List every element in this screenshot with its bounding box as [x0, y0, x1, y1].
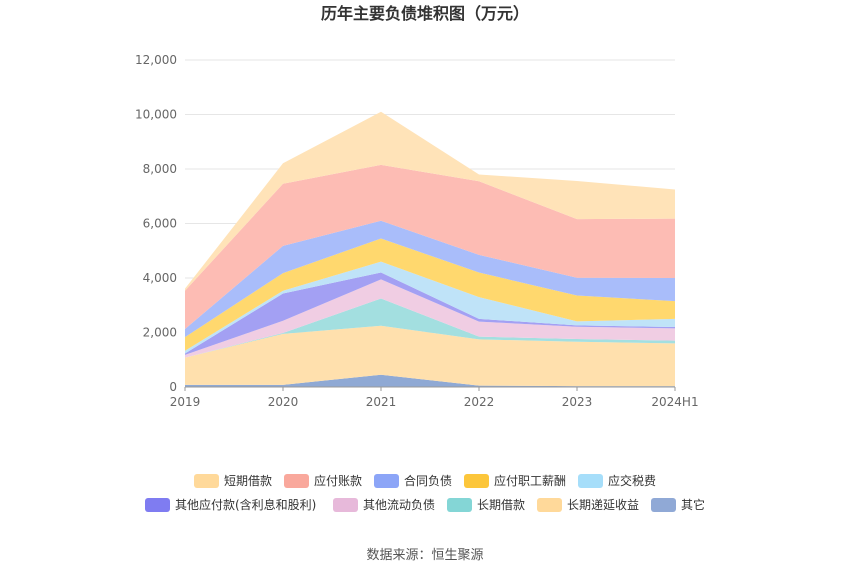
- area-series-其它: [185, 374, 675, 387]
- legend-item[interactable]: 应交税费: [578, 473, 656, 488]
- y-tick-label: 4,000: [143, 271, 177, 285]
- source-note: 数据来源：恒生聚源: [366, 548, 483, 563]
- area-series-应付职工薪酬: [185, 238, 675, 351]
- x-tick-label: 2022: [464, 395, 495, 409]
- legend-swatch: [578, 474, 603, 488]
- legend-item[interactable]: 短期借款: [194, 474, 272, 488]
- area-series-其他应付款(含利息和股利): [185, 272, 675, 355]
- x-tick-label: 2020: [268, 395, 299, 409]
- legend-item[interactable]: 应付职工薪酬: [464, 473, 566, 488]
- legend-swatch: [284, 474, 309, 488]
- axes: 0 2,000 4,000 6,000 8,000 10,000 12,000 2019 202…: [135, 53, 699, 409]
- legend-label: 合同负债: [404, 473, 452, 488]
- legend-swatch: [447, 498, 472, 512]
- area-series-长期递延收益: [185, 325, 675, 387]
- legend-item[interactable]: 应付账款: [284, 473, 362, 488]
- legend-label: 其他流动负债: [363, 498, 435, 512]
- x-tick-label: 2024H1: [651, 395, 698, 409]
- legend-label: 短期借款: [224, 474, 272, 488]
- y-tick-label: 10,000: [135, 108, 177, 122]
- legend-label: 应付职工薪酬: [494, 473, 566, 488]
- legend-label: 长期递延收益: [567, 498, 639, 512]
- legend-swatch: [374, 474, 399, 488]
- legend-item[interactable]: 长期递延收益: [537, 498, 639, 512]
- area-series-合同负债: [185, 220, 675, 338]
- y-tick-label: 2,000: [143, 326, 177, 340]
- area-series-其他流动负债: [185, 279, 675, 358]
- legend-item[interactable]: 长期借款: [447, 498, 525, 512]
- legend-label: 长期借款: [477, 498, 525, 512]
- legend-label: 其它: [681, 497, 705, 512]
- area-series-应交税费: [185, 261, 675, 354]
- legend-item[interactable]: 其他流动负债: [333, 498, 435, 512]
- area-series-短期借款: [185, 111, 675, 291]
- area-series-长期借款: [185, 298, 675, 358]
- legend-label: 应交税费: [608, 473, 656, 488]
- area-series-应付账款: [185, 164, 675, 329]
- legend-swatch: [537, 498, 562, 512]
- legend-label: 应付账款: [314, 473, 362, 488]
- legend-swatch: [145, 498, 170, 512]
- y-tick-label: 6,000: [143, 217, 177, 231]
- y-tick-label: 8,000: [143, 162, 177, 176]
- area-series: [185, 111, 675, 387]
- x-tick-label: 2023: [562, 395, 593, 409]
- legend-swatch: [333, 498, 358, 512]
- legend-item[interactable]: 其他应付款(含利息和股利): [145, 497, 316, 512]
- legend-swatch: [194, 474, 219, 488]
- legend-swatch: [651, 498, 676, 512]
- legend-label: 其他应付款(含利息和股利): [175, 497, 316, 512]
- y-tick-label: 0: [169, 380, 177, 394]
- legend-item[interactable]: 其它: [651, 497, 705, 512]
- y-tick-label: 12,000: [135, 53, 177, 67]
- chart-title: 历年主要负债堆积图（万元）: [321, 4, 529, 23]
- legend-swatch: [464, 474, 489, 488]
- x-tick-label: 2019: [170, 395, 201, 409]
- legend-item[interactable]: 合同负债: [374, 473, 452, 488]
- x-tick-label: 2021: [366, 395, 397, 409]
